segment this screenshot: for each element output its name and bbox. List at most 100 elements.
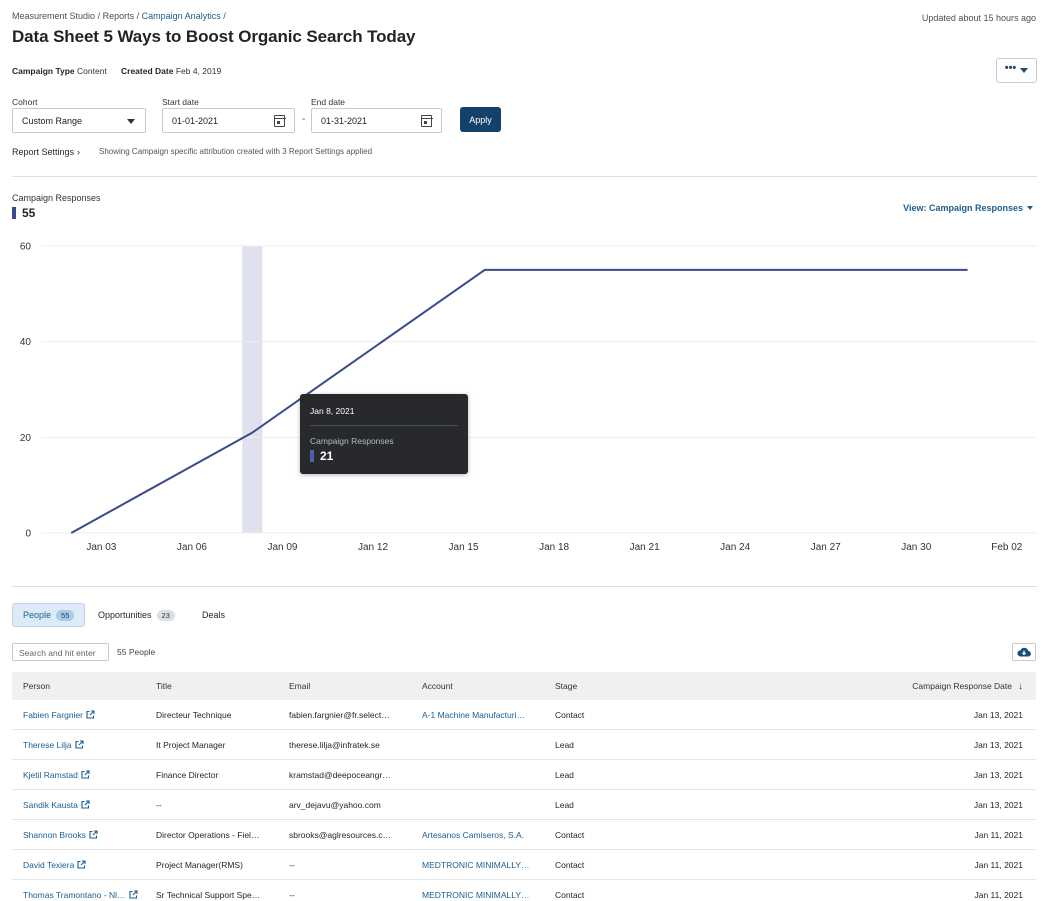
x-tick-label: Jan 15 xyxy=(449,542,479,553)
external-link-icon[interactable] xyxy=(77,859,86,869)
table-row: David Texiera Project Manager(RMS) -- MEDTR… xyxy=(12,850,1036,880)
account-link[interactable]: MEDTRONIC MINIMALLY… xyxy=(422,889,530,900)
external-link-icon[interactable] xyxy=(89,829,98,839)
x-tick-label: Jan 30 xyxy=(901,542,931,553)
account-link[interactable]: A-1 Machine Manufacturi… xyxy=(422,709,525,720)
table-row: Fabien Fargnier Directeur Technique fabien… xyxy=(12,700,1036,730)
column-header-stage[interactable]: Stage xyxy=(555,681,578,691)
tooltip-date: Jan 8, 2021 xyxy=(310,406,355,416)
table-row: Kjetil Ramstad Finance Director kramstad@d… xyxy=(12,760,1036,790)
external-link-icon[interactable] xyxy=(75,739,84,749)
series-line-campaign-responses xyxy=(70,268,968,534)
tab-people[interactable]: People 55 xyxy=(12,603,86,627)
account-link[interactable]: Artesanos Camiseros, S.A. xyxy=(422,829,525,840)
column-header-person[interactable]: Person xyxy=(23,681,50,691)
apply-button[interactable]: Apply xyxy=(460,107,501,132)
person-link[interactable]: Kjetil Ramstad xyxy=(12,770,145,780)
external-link-icon[interactable] xyxy=(128,889,138,899)
column-header-email[interactable]: Email xyxy=(289,681,311,691)
person-stage: Lead xyxy=(555,799,574,810)
person-link[interactable]: Thomas Tramontano - Nl… xyxy=(12,890,145,900)
campaign-responses-chart[interactable]: 0 20 40 60 Jan 03 Jan 06 Jan 09 Jan 12 Jan 15 Jan… xyxy=(0,230,1049,560)
end-date-label: End date xyxy=(311,97,346,107)
hover-highlight-band xyxy=(242,246,263,533)
download-button[interactable] xyxy=(1012,643,1036,661)
page-title: Data Sheet 5 Ways to Boost Organic Searc… xyxy=(12,27,416,46)
divider xyxy=(12,586,1037,587)
tooltip-divider xyxy=(310,425,458,426)
response-date: Jan 13, 2021 xyxy=(973,739,1023,750)
view-select[interactable]: View: Campaign Responses xyxy=(903,203,1033,213)
tab-deals[interactable]: Deals xyxy=(202,610,226,620)
account-link[interactable]: MEDTRONIC MINIMALLY… xyxy=(422,859,530,870)
people-table: Person Title Email Account Stage Campaig… xyxy=(12,672,1036,901)
y-tick-label: 0 xyxy=(25,529,31,540)
person-link[interactable]: David Texiera xyxy=(12,860,145,870)
response-date: Jan 11, 2021 xyxy=(974,859,1023,870)
person-stage: Lead xyxy=(555,739,574,750)
table-header: Person Title Email Account Stage Campaig… xyxy=(12,672,1036,700)
more-dots-icon: ••• xyxy=(1004,62,1017,74)
cohort-label: Cohort xyxy=(12,97,38,107)
person-stage: Lead xyxy=(555,769,574,780)
opportunities-count-badge: 23 xyxy=(156,609,175,621)
person-email: -- xyxy=(289,889,295,900)
person-link[interactable]: Sandik Kausta xyxy=(12,800,145,810)
person-title: Project Manager(RMS) xyxy=(156,859,243,870)
y-tick-label: 60 xyxy=(20,242,32,253)
person-title: Sr Technical Support Spe… xyxy=(156,889,261,900)
x-tick-label: Feb 02 xyxy=(991,542,1023,553)
cohort-select[interactable]: Custom Range xyxy=(12,108,146,133)
y-tick-label: 40 xyxy=(20,337,32,348)
column-header-response-date[interactable]: Campaign Response Date ↓ xyxy=(912,680,1023,692)
person-stage: Contact xyxy=(555,829,585,840)
breadcrumb-campaign-analytics[interactable]: Campaign Analytics xyxy=(141,11,221,21)
date-separator: - xyxy=(302,114,306,125)
person-email: kramstad@deepoceangr… xyxy=(289,769,391,780)
x-tick-label: Jan 27 xyxy=(811,542,841,553)
external-link-icon[interactable] xyxy=(81,799,90,809)
external-link-icon[interactable] xyxy=(86,709,95,719)
column-header-title[interactable]: Title xyxy=(156,681,172,691)
person-email: sbrooks@aglresources.c… xyxy=(289,829,392,840)
tab-opportunities[interactable]: Opportunities 23 xyxy=(88,603,185,627)
person-email: -- xyxy=(289,859,295,870)
search-input[interactable]: Search and hit enter xyxy=(12,643,109,661)
series-swatch xyxy=(12,207,16,219)
more-actions-button[interactable]: ••• xyxy=(996,58,1037,83)
person-stage: Contact xyxy=(555,889,585,900)
chart-summary-label: Campaign Responses xyxy=(12,193,101,203)
person-link[interactable]: Fabien Fargnier xyxy=(12,710,145,720)
person-title: -- xyxy=(156,799,162,810)
breadcrumb-measurement-studio[interactable]: Measurement Studio xyxy=(12,11,96,21)
person-link[interactable]: Therese Lilja xyxy=(12,740,145,750)
y-tick-label: 20 xyxy=(20,433,32,444)
x-tick-label: Jan 18 xyxy=(539,542,569,553)
response-date: Jan 11, 2021 xyxy=(974,829,1023,840)
response-date: Jan 13, 2021 xyxy=(973,709,1023,720)
table-body: Fabien Fargnier Directeur Technique fabien… xyxy=(12,700,1036,901)
person-title: Director Operations - Fiel… xyxy=(156,829,260,840)
calendar-icon[interactable] xyxy=(420,115,433,127)
updated-timestamp: Updated about 15 hours ago xyxy=(921,13,1036,23)
person-email: arv_dejavu@yahoo.com xyxy=(289,799,381,810)
start-date-label: Start date xyxy=(162,97,199,107)
person-title: Finance Director xyxy=(156,769,219,780)
external-link-icon[interactable] xyxy=(81,769,90,779)
report-settings-info: Showing Campaign specific attribution cr… xyxy=(99,147,373,156)
calendar-icon[interactable] xyxy=(273,115,286,127)
person-link[interactable]: Shannon Brooks xyxy=(12,830,145,840)
end-date-input[interactable]: 01-31-2021 xyxy=(311,108,442,133)
people-count-badge: 55 xyxy=(56,609,75,621)
x-tick-label: Jan 12 xyxy=(358,542,388,553)
column-header-account[interactable]: Account xyxy=(422,681,453,691)
x-tick-label: Jan 21 xyxy=(630,542,660,553)
response-date: Jan 11, 2021 xyxy=(974,889,1023,900)
x-tick-label: Jan 03 xyxy=(86,542,116,553)
person-title: It Project Manager xyxy=(156,739,226,750)
report-settings-toggle[interactable]: Report Settings › xyxy=(12,147,81,157)
breadcrumb-reports[interactable]: Reports xyxy=(102,11,135,21)
cloud-download-icon xyxy=(1017,647,1031,657)
start-date-input[interactable]: 01-01-2021 xyxy=(162,108,295,133)
chart-summary-value: 55 xyxy=(12,206,35,220)
